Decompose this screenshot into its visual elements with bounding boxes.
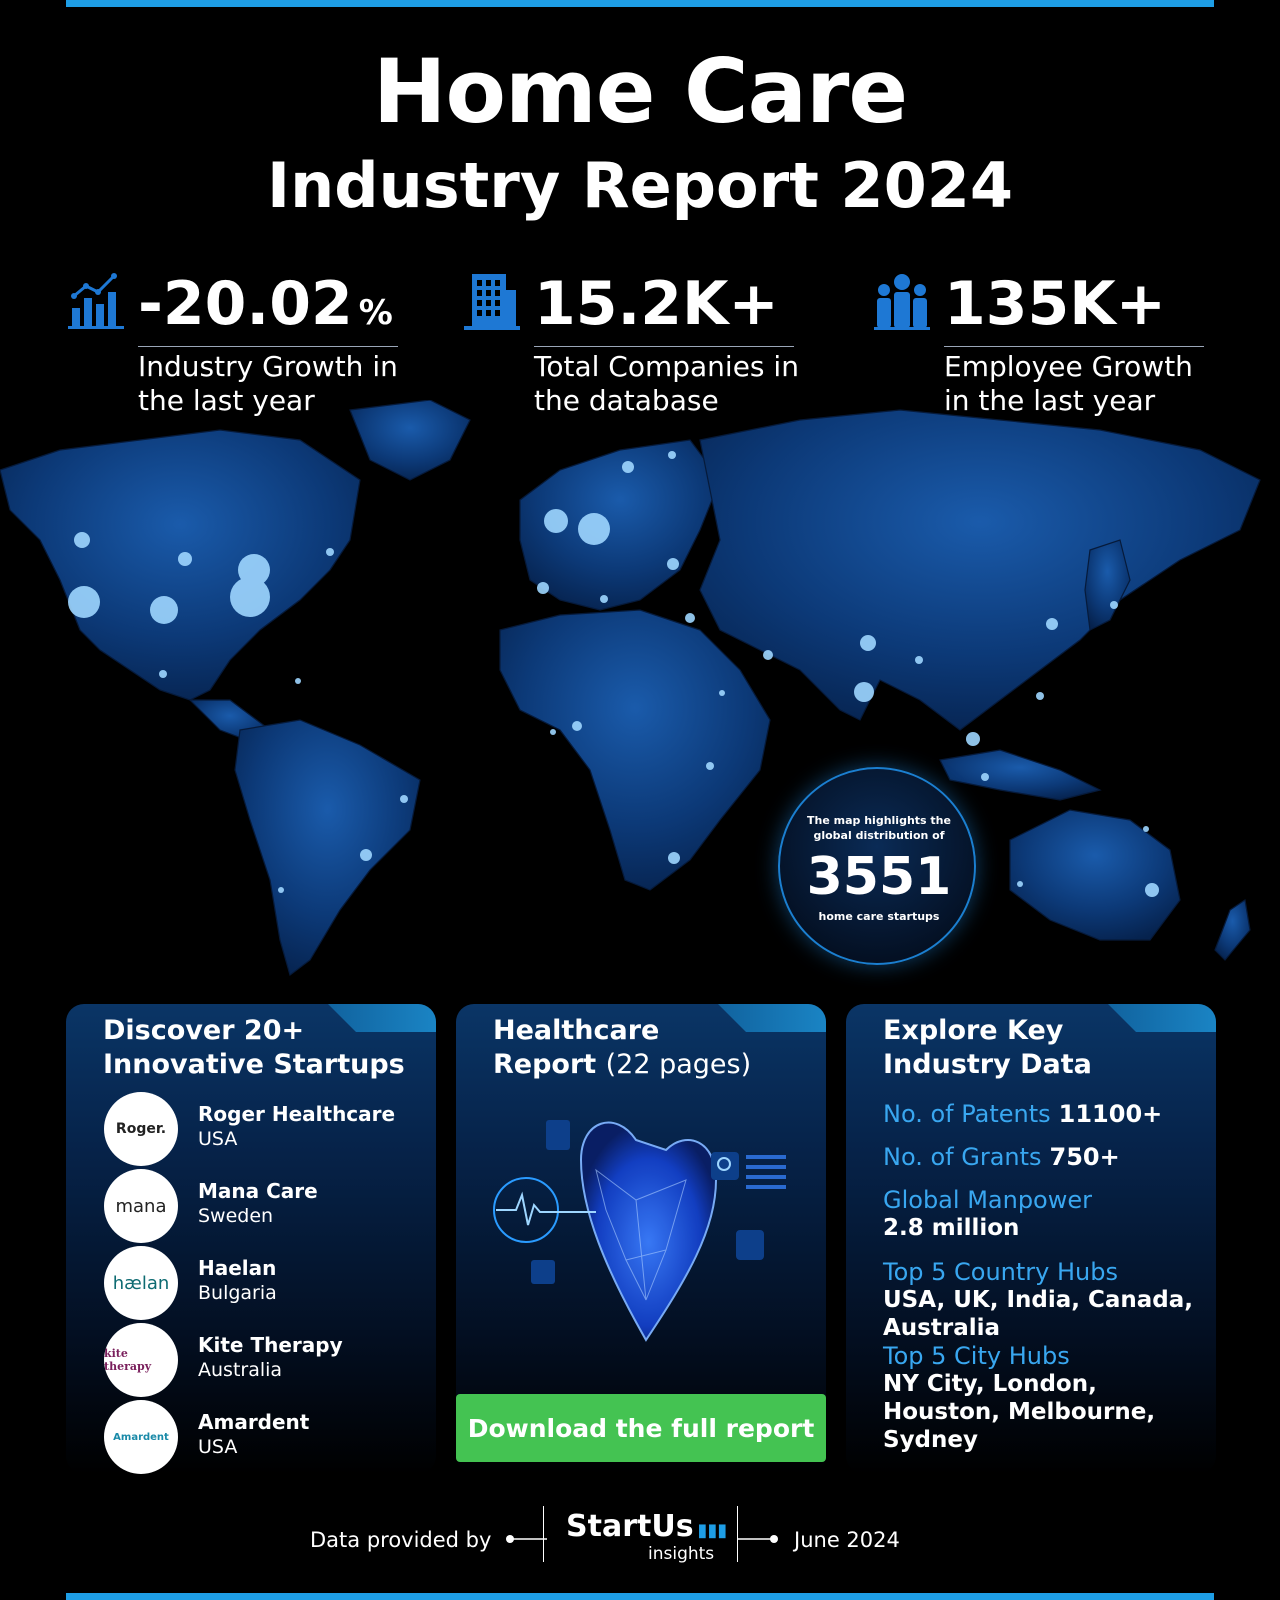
bottom-accent-bar	[66, 1593, 1214, 1600]
japan-shape	[1084, 539, 1131, 631]
list-item[interactable]: hælan Haelan Bulgaria	[104, 1246, 424, 1320]
new-zealand-shape	[1214, 898, 1251, 961]
startup-country: USA	[198, 1128, 238, 1150]
north-america-shape	[0, 429, 361, 701]
stat-divider	[534, 346, 794, 347]
startup-name: Mana Care	[198, 1179, 318, 1203]
grants-value: 750+	[1049, 1143, 1120, 1171]
list-item[interactable]: kite therapy Kite Therapy Australia	[104, 1323, 424, 1397]
country-hubs-value: USA, UK, India, Canada, Australia	[883, 1287, 1194, 1341]
bar-chart-growth-icon	[68, 273, 124, 329]
top-accent-bar	[66, 0, 1214, 7]
grants-label: No. of Grants	[883, 1143, 1042, 1171]
heart-illustration	[493, 1120, 786, 1342]
card-title: Explore Key Industry Data	[883, 1015, 1092, 1080]
manpower-value: 2.8 million	[883, 1215, 1020, 1241]
startup-logo: hælan	[104, 1246, 178, 1320]
startup-name: Roger Healthcare	[198, 1102, 396, 1126]
stat-value: 15.2K+	[534, 269, 779, 339]
startup-logo: Roger.	[104, 1092, 178, 1166]
building-icon	[464, 274, 520, 330]
manpower-label: Global Manpower	[883, 1186, 1092, 1214]
card-title: Discover 20+ Innovative Startups	[103, 1015, 405, 1080]
startup-country: Sweden	[198, 1205, 274, 1227]
list-item[interactable]: mana Mana Care Sweden	[104, 1169, 424, 1243]
report-card: Healthcare Report (22 pages) Download th…	[456, 1004, 826, 1474]
patents-row: No. of Patents 11100+	[883, 1100, 1162, 1128]
people-group-icon	[874, 274, 930, 330]
list-item[interactable]: Amardent Amardent USA	[104, 1400, 424, 1474]
startus-logo: StartUs ▮▮▮	[566, 1509, 728, 1544]
asia-shape	[699, 409, 1261, 731]
badge-pre-text: The map highlights the global distributi…	[807, 814, 951, 842]
connector-left-icon	[506, 1535, 547, 1543]
stat-description: Employee Growth in the last year	[944, 350, 1193, 417]
stat-value: 135K+	[944, 269, 1167, 339]
south-america-shape	[234, 719, 421, 977]
startup-logo: mana	[104, 1169, 178, 1243]
indonesia-shape	[939, 749, 1102, 801]
world-map	[0, 400, 1261, 977]
connector-right-icon	[737, 1535, 778, 1543]
startup-logo: kite therapy	[104, 1323, 178, 1397]
stat-description: Total Companies in the database	[534, 350, 799, 417]
startus-logo-sub: insights	[648, 1544, 715, 1564]
badge-number: 3551	[806, 847, 952, 907]
patents-value: 11100+	[1058, 1100, 1163, 1128]
page-subtitle: Industry Report 2024	[267, 149, 1013, 222]
startup-name: Haelan	[198, 1256, 277, 1280]
greenland-shape	[349, 400, 471, 481]
list-item[interactable]: Roger. Roger Healthcare USA	[104, 1092, 424, 1166]
footer: Data provided by StartUs ▮▮▮ insights Jun…	[0, 1506, 1280, 1570]
startup-name: Amardent	[198, 1410, 310, 1434]
page-title: Home Care	[372, 40, 908, 143]
grants-row: No. of Grants 750+	[883, 1143, 1120, 1171]
startup-name: Kite Therapy	[198, 1333, 343, 1357]
footer-date: June 2024	[794, 1528, 900, 1552]
card-title: Healthcare Report (22 pages)	[493, 1015, 752, 1080]
stat-divider	[138, 346, 398, 347]
startup-logo: Amardent	[104, 1400, 178, 1474]
startup-country: Bulgaria	[198, 1282, 277, 1304]
australia-shape	[1009, 809, 1181, 941]
city-hubs-label: Top 5 City Hubs	[883, 1342, 1070, 1370]
stat-divider	[944, 346, 1204, 347]
footer-provided-by: Data provided by	[310, 1528, 492, 1552]
card-tab	[1108, 1004, 1216, 1032]
startup-count-badge: The map highlights the global distributi…	[778, 767, 976, 965]
africa-shape	[499, 609, 771, 891]
startups-card: Discover 20+ Innovative Startups Roger. …	[66, 1004, 436, 1474]
startup-country: Australia	[198, 1359, 283, 1381]
industry-data-card: Explore Key Industry Data No. of Patents…	[846, 1004, 1216, 1474]
startup-country: USA	[198, 1436, 238, 1458]
stat-unit: %	[358, 293, 393, 333]
footer-divider	[543, 1506, 544, 1562]
download-report-button[interactable]: Download the full report	[456, 1394, 826, 1462]
badge-post-text: home care startups	[818, 910, 940, 923]
stat-value: -20.02%	[138, 269, 393, 339]
stat-description: Industry Growth in the last year	[138, 350, 398, 417]
country-hubs-label: Top 5 Country Hubs	[883, 1258, 1118, 1286]
patents-label: No. of Patents	[883, 1100, 1051, 1128]
city-hubs-value: NY City, London, Houston, Melbourne, Syd…	[883, 1371, 1156, 1453]
footer-divider	[737, 1506, 738, 1562]
